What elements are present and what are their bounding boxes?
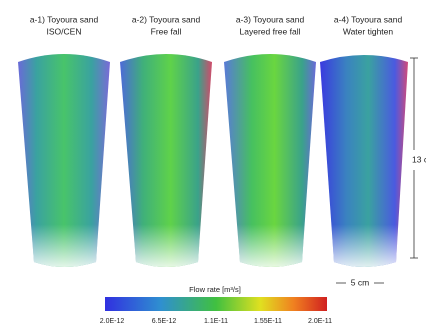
height-label: 13 c: [412, 154, 426, 164]
panel-label: a-2) Toyoura sand: [132, 14, 201, 24]
cylinder-fade: [120, 54, 212, 267]
colorbar-tick-label: 1.1E-11: [204, 318, 228, 325]
cylinder-fade: [320, 55, 408, 267]
panel-condition: ISO/CEN: [47, 26, 82, 36]
panel-label: a-3) Toyoura sand: [236, 14, 305, 24]
width-label: 5 cm: [351, 277, 369, 287]
cylinder-fade: [18, 54, 110, 267]
colorbar-tick-label: 6.5E-12: [152, 318, 177, 325]
panel-condition: Layered free fall: [240, 26, 301, 36]
panel-condition: Free fall: [151, 26, 182, 36]
colorbar-title: Flow rate [m³/s]: [189, 285, 241, 294]
colorbar-ramp: [105, 297, 327, 311]
cylinder-fade: [224, 54, 316, 267]
colorbar-tick-label: 2.0E-11: [308, 318, 332, 325]
panel-label: a-4) Toyoura sand: [334, 14, 403, 24]
colorbar-tick-label: 2.0E-12: [100, 318, 125, 325]
scale-bars: [336, 57, 418, 284]
colorbar-ticks: 2.0E-12 6.5E-12 1.1E-11 1.55E-11 2.0E-11: [100, 318, 332, 325]
panel-labels: a-1) Toyoura sand ISO/CEN a-2) Toyoura s…: [30, 14, 403, 36]
panel-condition: Water tighten: [343, 26, 394, 36]
cylinders: [18, 54, 408, 267]
colorbar-tick-label: 1.55E-11: [254, 318, 282, 325]
panel-label: a-1) Toyoura sand: [30, 14, 99, 24]
colorbar: Flow rate [m³/s] 2.0E-12 6.5E-12 1.1E-11 1.…: [100, 285, 332, 325]
